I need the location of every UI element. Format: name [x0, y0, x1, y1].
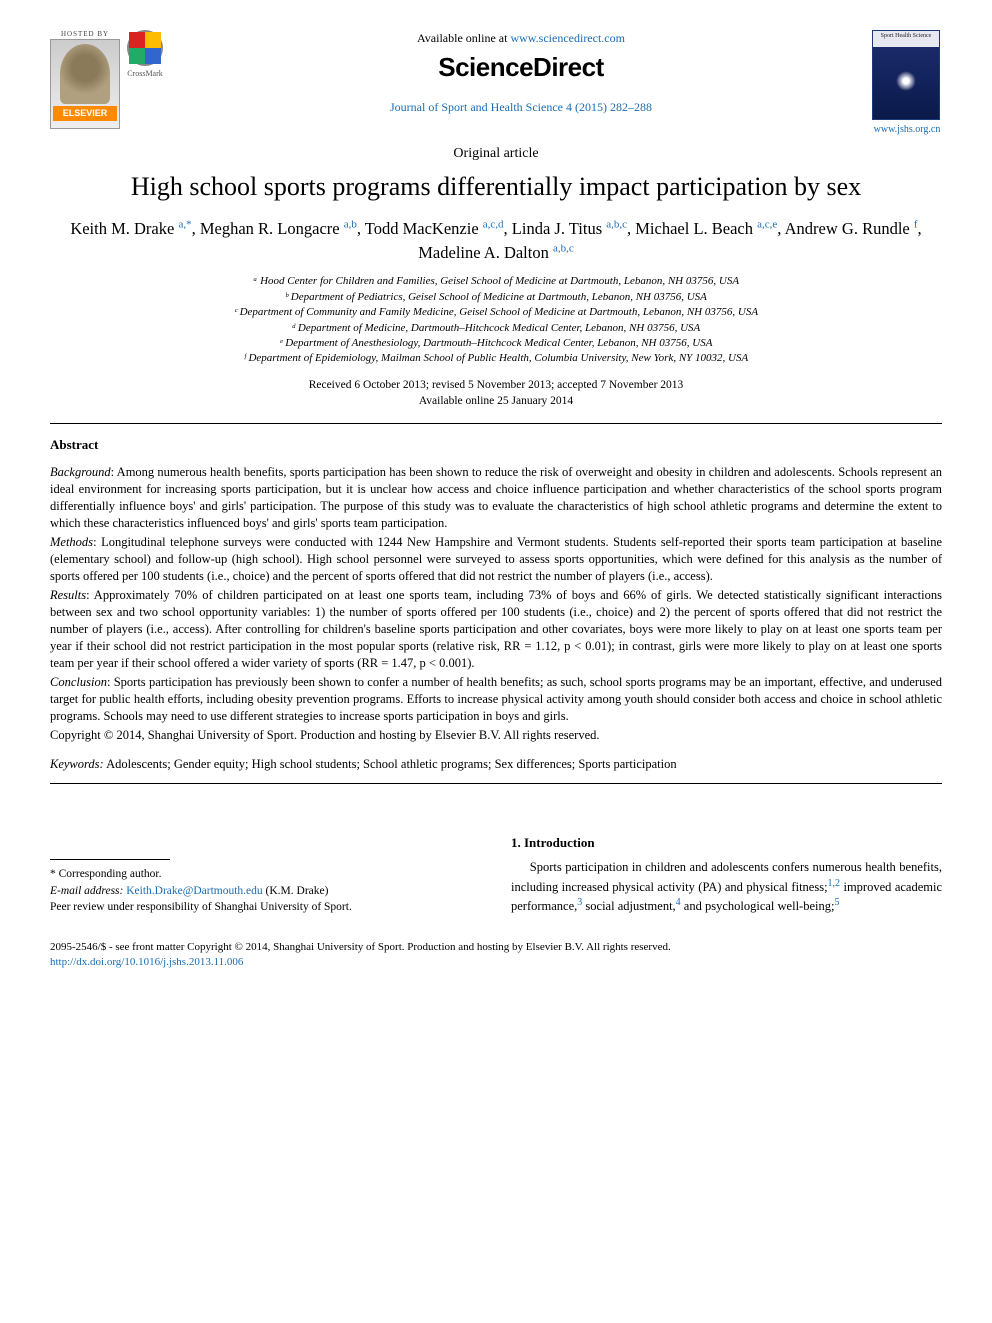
journal-reference[interactable]: Journal of Sport and Health Science 4 (2… [185, 99, 857, 115]
elsevier-block: HOSTED BY ELSEVIER [50, 30, 120, 129]
affiliation-line: ᶜ Department of Community and Family Med… [50, 305, 942, 320]
abstract-section: Abstract Background: Among numerous heal… [50, 436, 942, 773]
crossmark-badge[interactable]: CrossMark [120, 30, 170, 80]
journal-website-link[interactable]: www.jshs.org.cn [872, 123, 942, 137]
abstract-conclusion: Conclusion: Sports participation has pre… [50, 674, 942, 725]
rule-top [50, 423, 942, 424]
conclusion-label: Conclusion [50, 675, 107, 689]
affiliation-line: ᵈ Department of Medicine, Dartmouth–Hitc… [50, 321, 942, 336]
affiliation-line: ᵉ Department of Anesthesiology, Dartmout… [50, 336, 942, 351]
header-row: HOSTED BY ELSEVIER CrossMark Available o… [50, 30, 942, 137]
hosted-by-label: HOSTED BY [50, 30, 120, 39]
journal-cover-image[interactable]: Sport Health Science [872, 30, 940, 120]
left-column: * Corresponding author. E-mail address: … [50, 834, 481, 916]
journal-cover-block: Sport Health Science www.jshs.org.cn [872, 30, 942, 137]
intro-heading: 1. Introduction [511, 834, 942, 852]
conclusion-text: : Sports participation has previously be… [50, 675, 942, 723]
affiliations: ᵃ Hood Center for Children and Families,… [50, 274, 942, 366]
dates-line-1: Received 6 October 2013; revised 5 Novem… [50, 377, 942, 393]
affiliation-line: ᶠ Department of Epidemiology, Mailman Sc… [50, 351, 942, 366]
keywords-text: Adolescents; Gender equity; High school … [104, 757, 677, 771]
footnote-separator [50, 859, 170, 860]
right-column: 1. Introduction Sports participation in … [511, 834, 942, 916]
authors-list: Keith M. Drake a,*, Meghan R. Longacre a… [50, 217, 942, 265]
corresponding-email-line: E-mail address: Keith.Drake@Dartmouth.ed… [50, 883, 481, 900]
page-footer: 2095-2546/$ - see front matter Copyright… [50, 940, 942, 971]
abstract-heading: Abstract [50, 436, 942, 454]
available-prefix: Available online at [417, 31, 510, 45]
abstract-methods: Methods: Longitudinal telephone surveys … [50, 534, 942, 585]
crossmark-icon [127, 30, 163, 66]
results-text: : Approximately 70% of children particip… [50, 588, 942, 670]
sciencedirect-logo: ScienceDirect [185, 50, 857, 85]
corresponding-email-link[interactable]: Keith.Drake@Dartmouth.edu [126, 885, 262, 897]
two-column-body: * Corresponding author. E-mail address: … [50, 834, 942, 916]
abstract-results: Results: Approximately 70% of children p… [50, 587, 942, 672]
available-online: Available online at www.sciencedirect.co… [185, 30, 857, 46]
journal-cover-title: Sport Health Science [876, 33, 936, 40]
affiliation-line: ᵃ Hood Center for Children and Families,… [50, 274, 942, 289]
center-header: Available online at www.sciencedirect.co… [170, 30, 872, 119]
intro-paragraph: Sports participation in children and ado… [511, 859, 942, 916]
corresponding-star-line: * Corresponding author. [50, 866, 481, 883]
affiliation-line: ᵇ Department of Pediatrics, Geisel Schoo… [50, 290, 942, 305]
keywords-line: Keywords: Adolescents; Gender equity; Hi… [50, 756, 942, 773]
methods-text: : Longitudinal telephone surveys were co… [50, 535, 942, 583]
doi-link[interactable]: http://dx.doi.org/10.1016/j.jshs.2013.11… [50, 956, 243, 968]
results-label: Results [50, 588, 86, 602]
corresponding-author-block: * Corresponding author. E-mail address: … [50, 866, 481, 916]
abstract-copyright: Copyright © 2014, Shanghai University of… [50, 727, 942, 744]
peer-review-line: Peer review under responsibility of Shan… [50, 899, 481, 916]
email-suffix: (K.M. Drake) [263, 885, 329, 897]
sciencedirect-link[interactable]: www.sciencedirect.com [510, 31, 625, 45]
elsevier-logo[interactable]: ELSEVIER [50, 39, 120, 129]
methods-label: Methods [50, 535, 93, 549]
article-title: High school sports programs differential… [50, 171, 942, 202]
rule-bottom [50, 783, 942, 784]
background-text: : Among numerous health benefits, sports… [50, 465, 942, 530]
background-label: Background [50, 465, 111, 479]
keywords-label: Keywords: [50, 757, 104, 771]
dates-line-2: Available online 25 January 2014 [50, 393, 942, 409]
email-label: E-mail address: [50, 885, 126, 897]
article-dates: Received 6 October 2013; revised 5 Novem… [50, 377, 942, 409]
article-type: Original article [50, 145, 942, 164]
elsevier-text: ELSEVIER [53, 106, 117, 120]
elsevier-tree-icon [60, 44, 110, 104]
crossmark-label: CrossMark [120, 69, 170, 80]
abstract-background: Background: Among numerous health benefi… [50, 464, 942, 532]
footer-copyright-line: 2095-2546/$ - see front matter Copyright… [50, 940, 942, 955]
